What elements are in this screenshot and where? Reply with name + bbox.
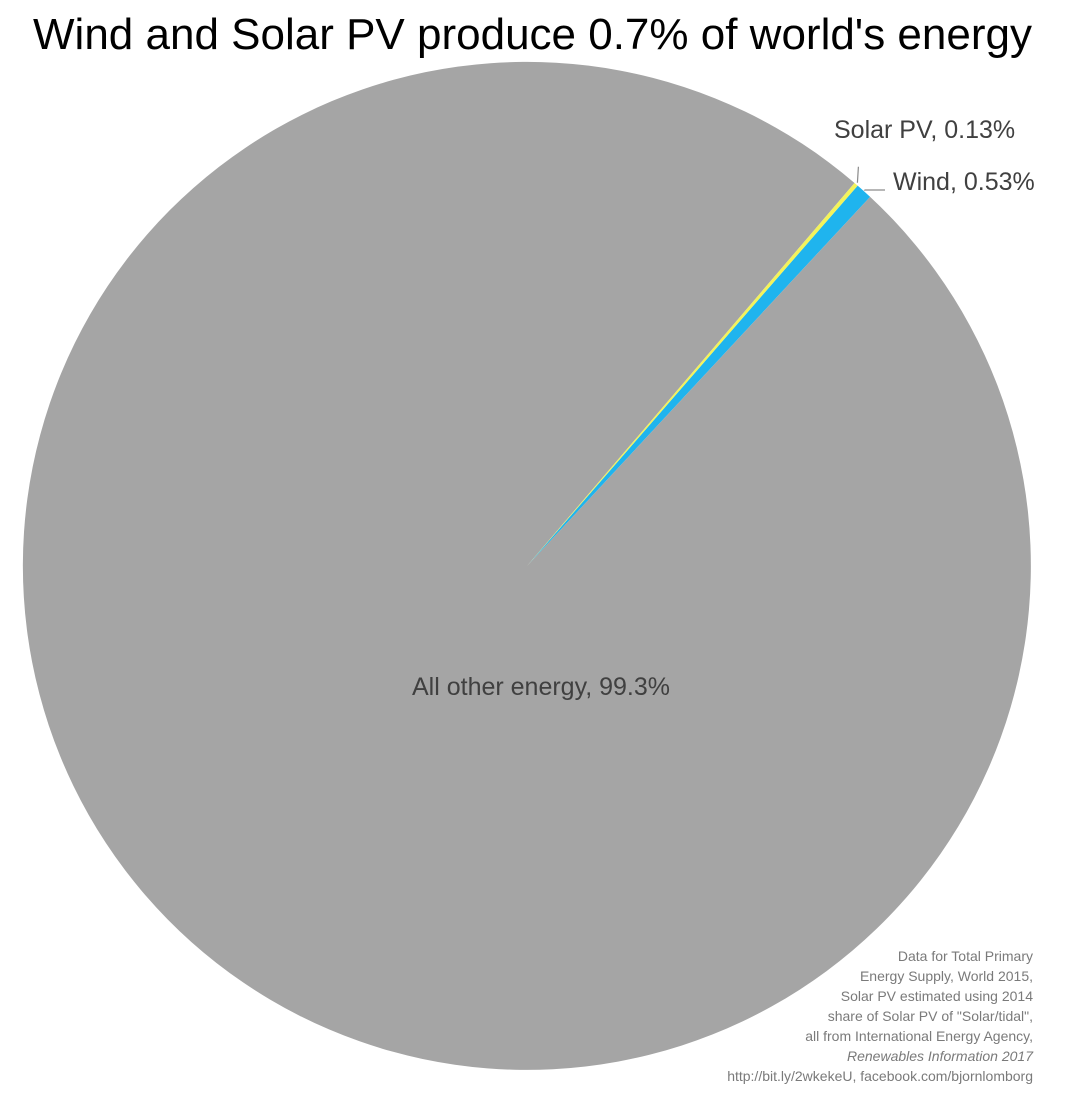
- source-note: Data for Total Primary Energy Supply, Wo…: [727, 946, 1033, 1086]
- pie-slices: [22, 61, 1031, 1070]
- pie-slice-all-other-energy: [22, 61, 1031, 1070]
- all-other-energy-data-label: All other energy, 99.3%: [412, 673, 670, 701]
- source-note-line: Solar PV estimated using 2014: [840, 988, 1033, 1004]
- chart-title: Wind and Solar PV produce 0.7% of world'…: [33, 10, 1032, 59]
- source-note-line: Data for Total Primary: [897, 948, 1033, 964]
- source-note-link[interactable]: http://bit.ly/2wkekeU, facebook.com/bjor…: [727, 1068, 1033, 1084]
- source-note-line: share of Solar PV of "Solar/tidal",: [827, 1008, 1033, 1024]
- pie-slice-solar-pv: [527, 182, 858, 566]
- source-note-publication: Renewables Information 2017: [846, 1048, 1033, 1064]
- source-note-line: all from International Energy Agency,: [805, 1028, 1033, 1044]
- source-note-line: Energy Supply, World 2015,: [859, 968, 1033, 984]
- solar-pv-data-label: Solar PV, 0.13%: [834, 116, 1015, 144]
- solar-pv-leader-line: [856, 166, 860, 183]
- pie-slice-wind: [527, 185, 871, 566]
- pie-labels: Wind, 0.53% All other energy, 99.3% Solar …: [412, 116, 1035, 701]
- wind-data-label: Wind, 0.53%: [893, 168, 1035, 196]
